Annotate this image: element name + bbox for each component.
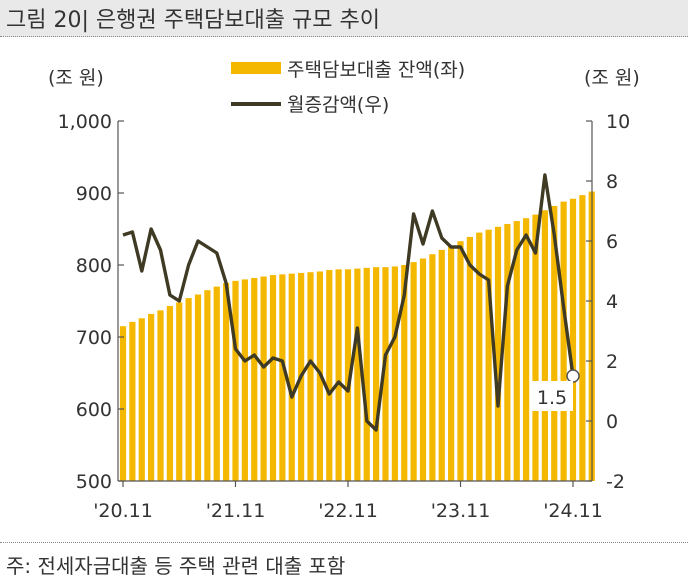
chart-title: 그림 20| 은행권 주택담보대출 규모 추이: [6, 8, 380, 33]
bar: [157, 310, 164, 481]
bar: [166, 306, 173, 481]
bar: [569, 198, 577, 481]
bar: [485, 229, 492, 481]
bar: [119, 326, 127, 481]
right-tick-label: 10: [606, 111, 630, 133]
bar: [307, 272, 314, 481]
bar: [213, 286, 220, 481]
bar: [185, 298, 192, 481]
bar: [579, 195, 586, 481]
bar: [354, 268, 361, 481]
bar: [457, 241, 464, 481]
bar: [335, 269, 342, 481]
bar: [129, 321, 136, 481]
bar: [551, 205, 558, 481]
bar: [326, 270, 333, 481]
bar: [176, 302, 183, 481]
bar: [523, 218, 530, 481]
x-tick-label: '22.11: [318, 500, 378, 522]
bar: [251, 277, 258, 481]
bar: [391, 266, 398, 481]
x-tick-label: '20.11: [93, 500, 153, 522]
bar: [223, 283, 230, 481]
bar: [241, 279, 248, 481]
bar: [410, 262, 417, 481]
title-bar: 그림 20| 은행권 주택담보대출 규모 추이: [0, 0, 688, 37]
bar: [194, 294, 202, 481]
right-tick-label: 2: [606, 351, 618, 373]
right-tick-label: -2: [606, 471, 625, 493]
left-tick-label: 600: [76, 399, 112, 421]
left-tick-label: 500: [76, 471, 112, 493]
bar: [138, 318, 145, 481]
left-tick-label: 700: [76, 327, 112, 349]
bar: [438, 249, 445, 481]
annotation-label: 1.5: [537, 387, 567, 409]
bar: [232, 280, 239, 481]
left-tick-label: 1,000: [58, 111, 112, 133]
bar: [288, 273, 295, 481]
legend-line-label: 월증감액(우): [287, 94, 389, 116]
annotation-box: [531, 381, 573, 411]
x-tick-label: '21.11: [206, 500, 266, 522]
right-tick-label: 6: [606, 231, 618, 253]
last-point-marker: [566, 369, 580, 383]
bar: [419, 258, 427, 481]
legend-bar-label: 주택담보대출 잔액(좌): [287, 59, 465, 81]
bar: [373, 267, 380, 481]
bar: [344, 269, 352, 481]
bar: [560, 201, 567, 481]
bar: [476, 232, 483, 481]
legend-bar-swatch: [231, 62, 281, 74]
bar: [204, 290, 211, 481]
left-tick-label: 900: [76, 183, 112, 205]
x-tick-label: '23.11: [431, 500, 491, 522]
left-axis-unit-label: (조 원): [48, 67, 104, 89]
bar: [448, 245, 455, 481]
bar: [541, 210, 548, 481]
bar: [466, 236, 473, 481]
bar: [382, 267, 389, 481]
bar: [363, 267, 370, 481]
right-tick-label: 4: [606, 291, 618, 313]
chart: 500 600 700 800 900 1,000 -2 0 2 4 6 8 10 '20.11 '21.1…: [48, 59, 640, 522]
left-tick-label: 800: [76, 255, 112, 277]
bar: [260, 276, 267, 481]
bar: [429, 254, 436, 481]
right-tick-label: 0: [606, 411, 618, 433]
footer-divider: [0, 542, 688, 543]
bar: [494, 226, 502, 481]
right-axis-unit-label: (조 원): [584, 67, 640, 89]
footnote: 주: 전세자금대출 등 주택 관련 대출 포함: [6, 554, 346, 578]
bar: [269, 275, 277, 481]
bar: [401, 265, 408, 481]
bar: [279, 274, 286, 481]
bar: [513, 221, 520, 481]
bar: [532, 214, 539, 481]
right-tick-label: 8: [606, 171, 618, 193]
x-tick-label: '24.11: [543, 500, 603, 522]
bar: [148, 313, 155, 481]
bar: [504, 223, 511, 481]
line-series: [122, 173, 575, 432]
